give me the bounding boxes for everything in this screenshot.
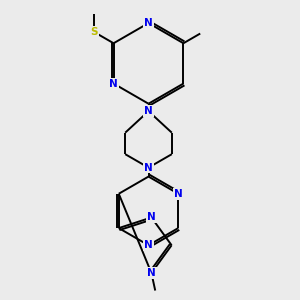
Text: N: N <box>109 79 118 88</box>
Text: N: N <box>174 189 183 199</box>
Text: S: S <box>90 27 98 37</box>
Text: N: N <box>147 268 156 278</box>
Text: N: N <box>144 163 153 172</box>
Text: N: N <box>144 106 153 116</box>
Text: N: N <box>147 212 156 223</box>
Text: N: N <box>144 18 153 28</box>
Text: N: N <box>144 240 153 250</box>
